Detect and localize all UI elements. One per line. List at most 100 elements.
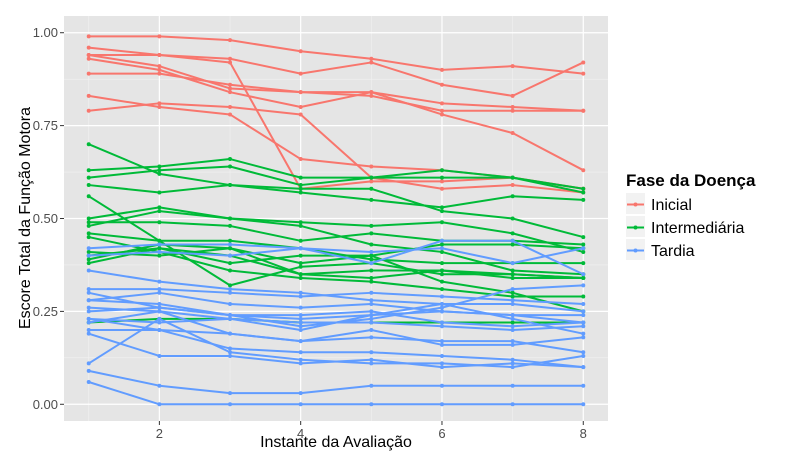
series-line-tardia <box>87 317 585 369</box>
data-point-inicial <box>510 93 515 98</box>
data-point-inicial <box>439 82 444 87</box>
series-line-tardia <box>87 239 585 276</box>
data-point-tardia <box>439 342 444 347</box>
data-point-tardia <box>298 305 303 310</box>
data-point-intermediária <box>157 209 162 214</box>
data-point-inicial <box>581 71 586 76</box>
legend-label: Inicial <box>651 197 692 214</box>
data-point-intermediária <box>510 275 515 280</box>
legend-key <box>626 216 645 237</box>
data-point-intermediária <box>439 261 444 266</box>
data-point-intermediária <box>157 246 162 251</box>
data-point-intermediária <box>581 197 586 202</box>
data-point-tardia <box>369 301 374 306</box>
data-point-tardia <box>581 383 586 388</box>
data-point-tardia <box>86 287 91 292</box>
data-point-intermediária <box>439 268 444 273</box>
legend-label: Tardia <box>651 243 695 260</box>
data-point-intermediária <box>581 235 586 240</box>
data-point-intermediária <box>228 183 233 188</box>
series-layer <box>86 34 586 407</box>
series-line-tardia <box>87 380 585 406</box>
data-point-tardia <box>581 353 586 358</box>
series-line-intermediária <box>87 247 585 279</box>
data-point-intermediária <box>581 190 586 195</box>
data-point-tardia <box>369 309 374 314</box>
data-point-inicial <box>439 186 444 191</box>
data-point-intermediária <box>228 223 233 228</box>
series-line-tardia <box>87 317 585 331</box>
data-point-intermediária <box>439 175 444 180</box>
data-point-inicial <box>86 56 91 61</box>
data-point-intermediária <box>86 257 91 262</box>
data-point-intermediária <box>581 275 586 280</box>
data-point-intermediária <box>86 223 91 228</box>
y-tick-label: 0.25 <box>33 304 58 319</box>
data-point-intermediária <box>157 168 162 173</box>
data-point-tardia <box>369 383 374 388</box>
data-point-tardia <box>510 365 515 370</box>
data-point-intermediária <box>298 275 303 280</box>
data-point-intermediária <box>298 238 303 243</box>
data-point-tardia <box>157 287 162 292</box>
data-point-intermediária <box>510 272 515 277</box>
data-point-intermediária <box>510 216 515 221</box>
data-point-tardia <box>86 368 91 373</box>
data-point-intermediária <box>439 205 444 210</box>
y-axis-title: Escore Total da Função Motora <box>17 107 34 329</box>
data-point-tardia <box>157 242 162 247</box>
data-point-tardia <box>510 383 515 388</box>
data-point-tardia <box>369 357 374 362</box>
x-tick-label: 8 <box>580 426 587 441</box>
data-point-intermediária <box>298 223 303 228</box>
data-point-intermediária <box>157 190 162 195</box>
data-point-tardia <box>228 316 233 321</box>
data-point-intermediária <box>510 320 515 325</box>
data-point-tardia <box>86 253 91 258</box>
data-point-intermediária <box>228 268 233 273</box>
data-point-tardia <box>86 309 91 314</box>
data-point-intermediária <box>581 186 586 191</box>
data-point-intermediária <box>228 157 233 162</box>
data-point-inicial <box>298 71 303 76</box>
data-point-intermediária <box>298 186 303 191</box>
data-point-tardia <box>157 301 162 306</box>
data-point-tardia <box>157 249 162 254</box>
data-point-tardia <box>439 246 444 251</box>
data-point-intermediária <box>369 253 374 258</box>
data-point-inicial <box>369 93 374 98</box>
data-point-tardia <box>439 339 444 344</box>
data-point-tardia <box>581 402 586 407</box>
data-point-tardia <box>157 353 162 358</box>
data-point-tardia <box>439 294 444 299</box>
legend-label: Intermediária <box>651 220 744 237</box>
data-point-intermediária <box>298 264 303 269</box>
data-point-tardia <box>510 261 515 266</box>
data-point-tardia <box>228 287 233 292</box>
data-point-tardia <box>298 327 303 332</box>
data-point-inicial <box>439 67 444 72</box>
data-point-intermediária <box>86 175 91 180</box>
data-point-intermediária <box>439 220 444 225</box>
data-point-inicial <box>298 105 303 110</box>
data-point-tardia <box>157 383 162 388</box>
data-point-tardia <box>439 301 444 306</box>
series-line-intermediária <box>87 232 585 265</box>
data-point-intermediária <box>228 238 233 243</box>
data-point-intermediária <box>86 168 91 173</box>
series-line-tardia <box>87 317 585 369</box>
series-line-inicial <box>87 57 585 172</box>
data-point-tardia <box>157 309 162 314</box>
data-point-tardia <box>581 365 586 370</box>
data-point-inicial <box>157 67 162 72</box>
data-point-intermediária <box>439 279 444 284</box>
axis-ticks: 0.00 0.25 0.50 0.75 1.00 2 4 6 8 <box>33 25 587 441</box>
series-line-intermediária <box>87 247 585 313</box>
data-point-tardia <box>228 353 233 358</box>
data-point-intermediária <box>157 253 162 258</box>
data-point-tardia <box>157 290 162 295</box>
data-point-inicial <box>86 93 91 98</box>
data-point-intermediária <box>369 231 374 236</box>
data-point-intermediária <box>369 197 374 202</box>
data-point-intermediária <box>228 283 233 288</box>
